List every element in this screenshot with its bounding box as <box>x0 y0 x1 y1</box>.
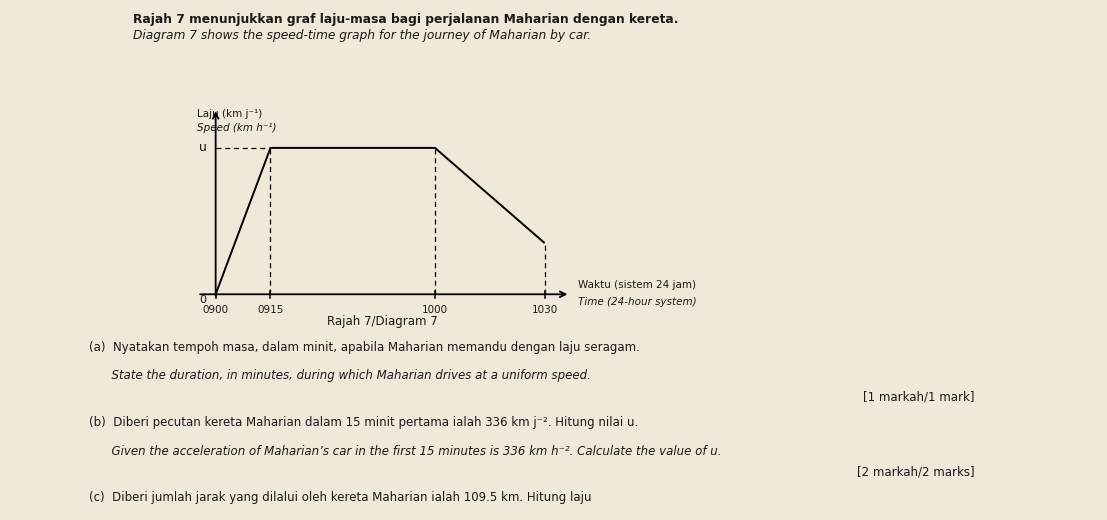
Text: 1000: 1000 <box>422 305 448 315</box>
Text: Laju (km j⁻¹): Laju (km j⁻¹) <box>197 109 262 119</box>
Text: (a)  Nyatakan tempoh masa, dalam minit, apabila Maharian memandu dengan laju ser: (a) Nyatakan tempoh masa, dalam minit, a… <box>89 341 640 354</box>
Text: Given the acceleration of Maharian’s car in the first 15 minutes is 336 km h⁻². : Given the acceleration of Maharian’s car… <box>89 445 721 458</box>
Text: Rajah 7 menunjukkan graf laju-masa bagi perjalanan Maharian dengan kereta.: Rajah 7 menunjukkan graf laju-masa bagi … <box>133 13 679 26</box>
Text: Waktu (sistem 24 jam): Waktu (sistem 24 jam) <box>578 280 695 290</box>
Text: State the duration, in minutes, during which Maharian drives at a uniform speed.: State the duration, in minutes, during w… <box>89 369 590 382</box>
Text: (c)  Diberi jumlah jarak yang dilalui oleh kereta Maharian ialah 109.5 km. Hitun: (c) Diberi jumlah jarak yang dilalui ole… <box>89 491 591 504</box>
Text: 0900: 0900 <box>203 305 229 315</box>
Text: 0915: 0915 <box>257 305 283 315</box>
Text: (b)  Diberi pecutan kereta Maharian dalam 15 minit pertama ialah 336 km j⁻². Hit: (b) Diberi pecutan kereta Maharian dalam… <box>89 416 638 429</box>
Text: 1030: 1030 <box>531 305 558 315</box>
Text: Speed (km h⁻¹): Speed (km h⁻¹) <box>197 123 277 133</box>
Text: Rajah 7/Diagram 7: Rajah 7/Diagram 7 <box>327 315 437 328</box>
Text: Time (24-hour system): Time (24-hour system) <box>578 297 696 307</box>
Text: [2 markah/2 marks]: [2 markah/2 marks] <box>857 465 974 478</box>
Text: Diagram 7 shows the speed-time graph for the journey of Maharian by car.: Diagram 7 shows the speed-time graph for… <box>133 29 591 42</box>
Text: u: u <box>198 141 207 154</box>
Text: 0: 0 <box>199 295 207 305</box>
Text: [1 markah/1 mark]: [1 markah/1 mark] <box>862 390 974 403</box>
